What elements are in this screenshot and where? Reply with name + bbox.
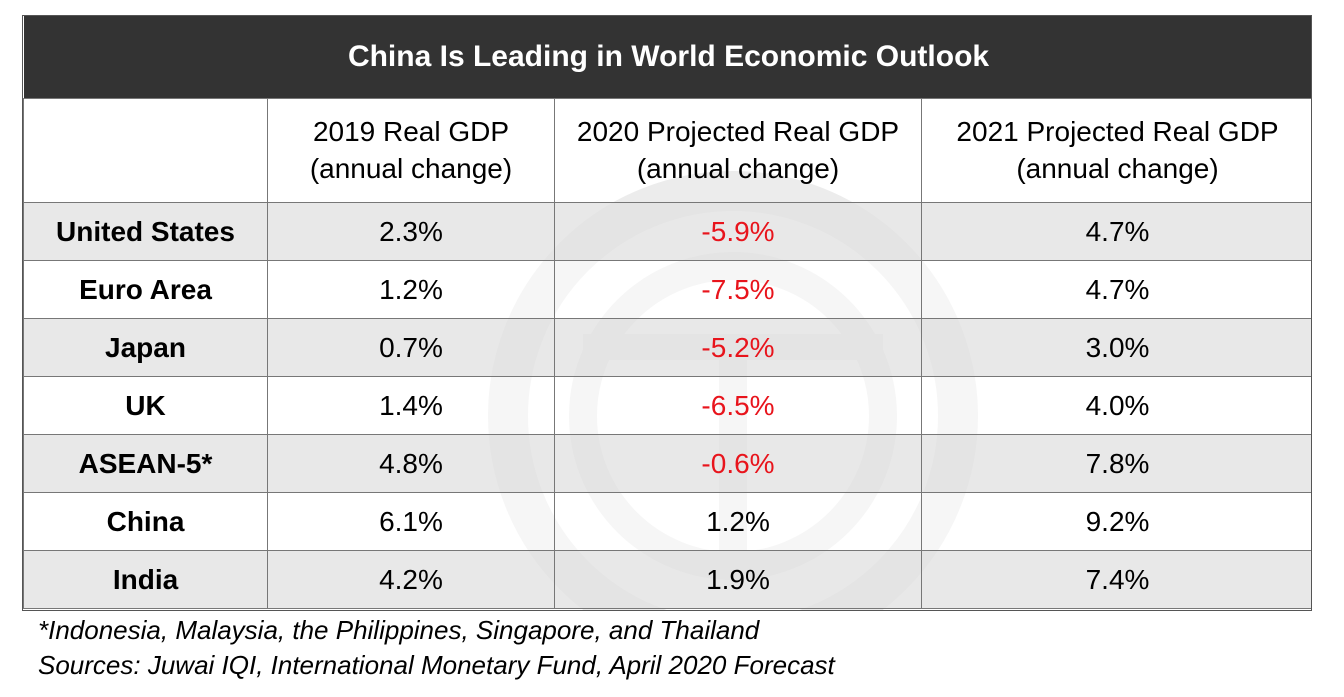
data-cell: -0.6%	[554, 434, 922, 493]
table-row: China 6.1% 1.2% 9.2%	[23, 492, 1311, 551]
row-label: China	[23, 492, 268, 551]
data-cell: 4.8%	[267, 434, 555, 493]
data-cell: 6.1%	[267, 492, 555, 551]
row-label: Japan	[23, 318, 268, 377]
table-title: China Is Leading in World Economic Outlo…	[23, 16, 1311, 99]
data-cell: 4.7%	[920, 202, 1311, 261]
data-cell: 2.3%	[267, 202, 555, 261]
data-cell: 9.2%	[920, 492, 1311, 551]
data-cell: 7.8%	[920, 434, 1311, 493]
data-cell: 1.2%	[267, 260, 555, 319]
column-header-2020: 2020 Projected Real GDP (annual change)	[554, 98, 922, 203]
data-cell: 1.2%	[554, 492, 922, 551]
data-cell: 4.2%	[267, 550, 555, 609]
column-header-blank	[23, 98, 268, 203]
table-row: Euro Area 1.2% -7.5% 4.7%	[23, 260, 1311, 319]
data-cell: -6.5%	[554, 376, 922, 435]
table-row: India 4.2% 1.9% 7.4%	[23, 550, 1311, 609]
data-cell: 7.4%	[920, 550, 1311, 609]
sources-footnote: Sources: Juwai IQI, International Moneta…	[38, 650, 835, 680]
column-header-2019: 2019 Real GDP (annual change)	[267, 98, 555, 203]
data-cell: 4.7%	[920, 260, 1311, 319]
footnotes: *Indonesia, Malaysia, the Philippines, S…	[38, 613, 835, 683]
data-cell: 4.0%	[920, 376, 1311, 435]
data-cell: 1.9%	[554, 550, 922, 609]
table-row: Japan 0.7% -5.2% 3.0%	[23, 318, 1311, 377]
table-row: UK 1.4% -6.5% 4.0%	[23, 376, 1311, 435]
gdp-table-container: China Is Leading in World Economic Outlo…	[22, 15, 1312, 611]
data-cell: 0.7%	[267, 318, 555, 377]
row-label: United States	[23, 202, 268, 261]
gdp-table: China Is Leading in World Economic Outlo…	[23, 16, 1311, 609]
table-row: ASEAN-5* 4.8% -0.6% 7.8%	[23, 434, 1311, 493]
table-row: United States 2.3% -5.9% 4.7%	[23, 202, 1311, 261]
data-cell: -7.5%	[554, 260, 922, 319]
data-cell: -5.9%	[554, 202, 922, 261]
data-cell: 3.0%	[920, 318, 1311, 377]
data-cell: -5.2%	[554, 318, 922, 377]
table-body: United States 2.3% -5.9% 4.7% Euro Area 1.2% -…	[23, 202, 1311, 609]
data-cell: 1.4%	[267, 376, 555, 435]
row-label: Euro Area	[23, 260, 268, 319]
column-header-row: 2019 Real GDP (annual change) 2020 Proje…	[23, 98, 1311, 203]
column-header-2021: 2021 Projected Real GDP (annual change)	[920, 98, 1311, 203]
row-label: UK	[23, 376, 268, 435]
row-label: India	[23, 550, 268, 609]
row-label: ASEAN-5*	[23, 434, 268, 493]
asean-footnote: *Indonesia, Malaysia, the Philippines, S…	[38, 615, 760, 645]
